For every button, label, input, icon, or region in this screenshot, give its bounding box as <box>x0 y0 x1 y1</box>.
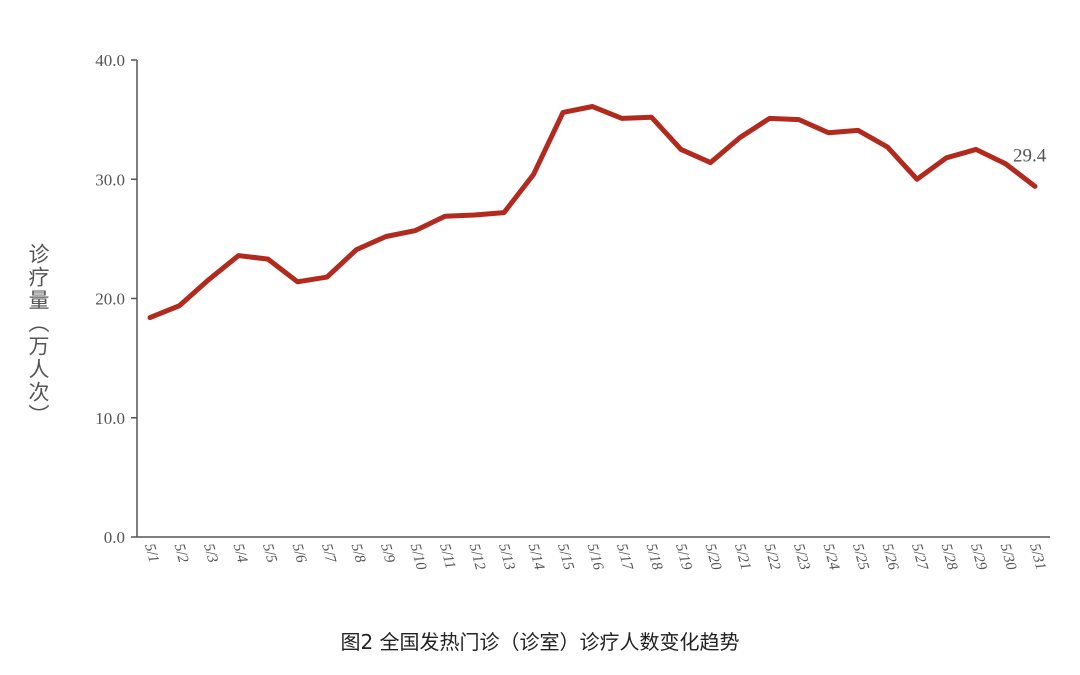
x-tick-label: 5/23 <box>790 542 812 572</box>
y-tick-labels: 0.0 10.0 20.0 30.0 40.0 <box>95 51 125 547</box>
x-tick-label: 5/22 <box>761 542 783 572</box>
x-tick-label: 5/24 <box>820 542 842 572</box>
x-tick-label: 5/25 <box>849 542 871 572</box>
x-tick-label: 5/9 <box>377 542 398 565</box>
x-tick-label: 5/5 <box>259 542 280 565</box>
y-tick-label: 30.0 <box>95 170 125 189</box>
chart-title: 图2 全国发热门诊（诊室）诊疗人数变化趋势 <box>340 630 740 654</box>
x-tick-label: 5/26 <box>879 542 901 572</box>
x-tick-label: 5/27 <box>908 542 931 573</box>
y-tick-label: 0.0 <box>104 528 125 547</box>
y-axis-label: 诊疗量（万人次） <box>26 243 50 427</box>
data-label-5-31: 29.4 <box>1013 145 1047 166</box>
x-tick-label: 5/14 <box>525 542 547 572</box>
x-tick-label: 5/11 <box>436 542 458 571</box>
x-tick-label: 5/3 <box>200 542 220 565</box>
x-tick-label: 5/16 <box>584 542 606 572</box>
x-tick-label: 5/31 <box>1026 542 1048 572</box>
x-tick-label: 5/17 <box>613 542 636 573</box>
series-line <box>147 104 1038 321</box>
x-tick-label: 5/30 <box>997 542 1019 572</box>
axes <box>131 59 1050 538</box>
x-tick-label: 5/21 <box>731 542 753 572</box>
x-tick-label: 5/12 <box>466 542 488 572</box>
y-tick-label: 20.0 <box>95 290 125 309</box>
x-tick-label: 5/13 <box>495 542 517 572</box>
x-tick-label: 5/19 <box>672 542 694 572</box>
x-tick-label: 5/10 <box>407 542 429 572</box>
x-tick-label: 5/20 <box>702 542 724 572</box>
x-tick-label: 5/4 <box>230 542 251 565</box>
x-tick-label: 5/8 <box>348 542 369 565</box>
y-tick-label: 10.0 <box>95 409 125 428</box>
x-tick-label: 5/2 <box>171 542 192 565</box>
y-tick-label: 40.0 <box>95 51 125 70</box>
x-tick-label: 5/1 <box>141 542 161 565</box>
x-tick-label: 5/29 <box>967 542 989 572</box>
x-tick-label: 5/28 <box>938 542 960 572</box>
x-tick-label: 5/7 <box>318 542 339 566</box>
x-tick-label: 5/15 <box>554 542 576 572</box>
x-tick-label: 5/6 <box>289 542 310 565</box>
x-tick-labels: 5/1 5/2 5/3 5/4 5/5 5/6 5/7 5/8 5/9 5/10 5/11 5/12 5… <box>141 542 1048 573</box>
x-tick-label: 5/18 <box>643 542 665 572</box>
